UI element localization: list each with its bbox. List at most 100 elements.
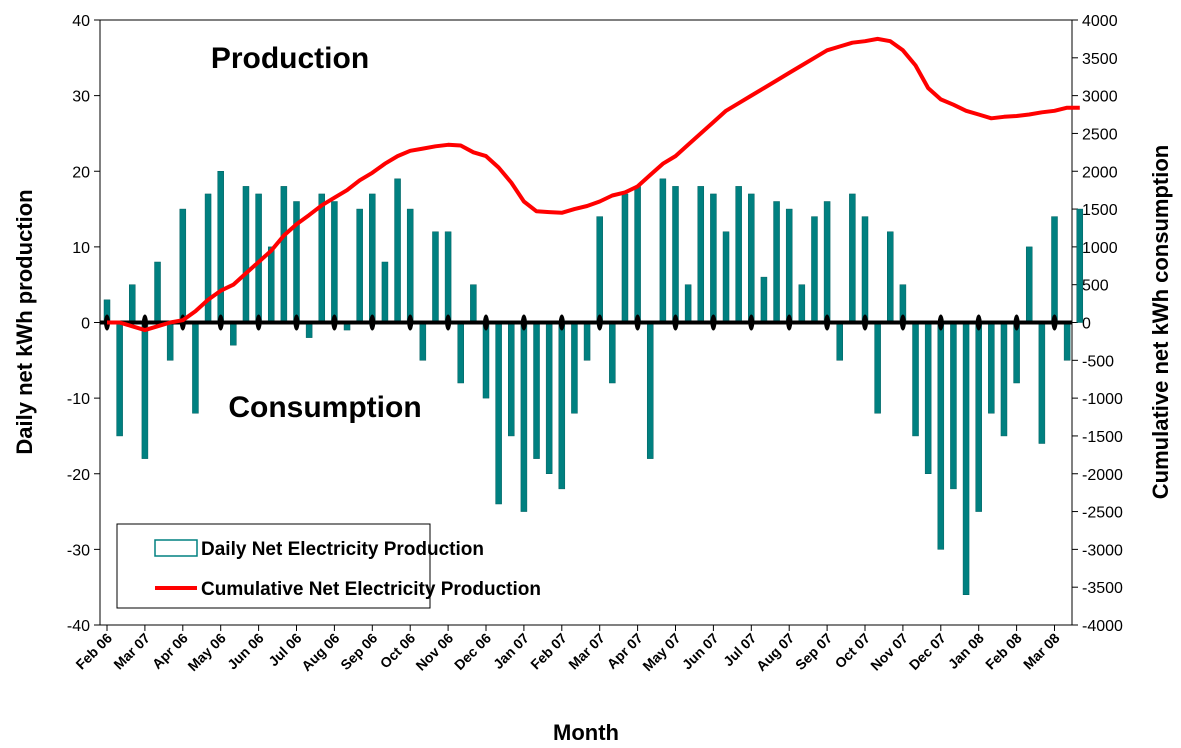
x-tick <box>710 314 717 331</box>
bar <box>849 193 856 323</box>
y2-tick-label: -1500 <box>1082 429 1123 446</box>
x-tick-label: Jan 07 <box>490 630 532 672</box>
bar <box>798 284 806 323</box>
bar <box>760 276 768 323</box>
bar <box>508 322 515 437</box>
x-tick <box>824 314 831 331</box>
bar <box>571 322 578 414</box>
y2-axis-label: Cumulative net kWh consumption <box>1148 145 1173 499</box>
bar <box>621 193 629 323</box>
bar <box>596 216 603 323</box>
legend <box>116 523 431 609</box>
bar <box>369 193 376 323</box>
y-tick-label: 10 <box>72 240 90 257</box>
bar <box>785 208 793 323</box>
y-tick-label: -30 <box>67 542 90 559</box>
x-tick <box>331 314 338 331</box>
y2-tick-label: 2000 <box>1082 164 1118 181</box>
y2-tick-label: 3000 <box>1082 89 1118 106</box>
bar <box>318 193 326 323</box>
bar <box>217 171 224 323</box>
bar <box>659 178 667 323</box>
legend-label: Cumulative Net Electricity Production <box>201 579 541 600</box>
bar <box>874 322 881 414</box>
x-tick-label: Sep 07 <box>792 630 835 673</box>
bar <box>861 216 869 323</box>
bar <box>1076 208 1084 323</box>
bar <box>267 246 275 323</box>
bar <box>166 322 174 361</box>
x-tick-label: Aug 06 <box>298 630 342 674</box>
x-tick-label: Dec 06 <box>451 630 494 673</box>
bar <box>381 261 389 323</box>
bar <box>912 322 919 437</box>
bar <box>1038 322 1046 444</box>
bar <box>937 322 945 550</box>
bar <box>394 178 401 323</box>
y2-tick-label: -3500 <box>1082 580 1123 597</box>
x-tick <box>1051 314 1058 331</box>
bar <box>305 322 313 338</box>
x-tick-label: Feb 08 <box>982 630 1025 673</box>
x-tick <box>596 314 603 331</box>
x-tick <box>899 314 906 331</box>
x-tick <box>862 314 868 331</box>
bar <box>836 322 843 361</box>
x-tick <box>786 314 793 331</box>
bar <box>406 208 414 323</box>
bar <box>293 201 300 323</box>
bar <box>520 322 528 512</box>
bar <box>444 231 452 323</box>
bar <box>470 284 477 323</box>
bar <box>1063 322 1071 361</box>
bar <box>975 322 982 512</box>
bar <box>558 322 566 490</box>
x-tick-label: Nov 07 <box>867 630 911 674</box>
x-tick <box>975 314 982 331</box>
bar <box>634 186 641 323</box>
line <box>107 36 1080 333</box>
legend-label: Daily Net Electricity Production <box>201 539 484 560</box>
x-tick-label: Mar 07 <box>110 630 153 673</box>
y2-tick-label: 500 <box>1082 278 1109 295</box>
y-tick-label: 40 <box>72 13 90 30</box>
bar <box>722 231 730 323</box>
bar <box>545 322 553 474</box>
x-tick <box>141 314 148 331</box>
bar <box>179 208 187 323</box>
y2-tick-label: -1000 <box>1082 391 1123 408</box>
x-tick-label: Jun 06 <box>224 630 267 673</box>
bar <box>1000 322 1008 437</box>
bar <box>230 322 237 346</box>
legend-swatch <box>154 539 198 557</box>
bar <box>141 322 149 459</box>
x-tick <box>672 314 679 331</box>
x-tick-label: Jan 08 <box>945 630 987 672</box>
y2-tick-label: 3500 <box>1082 51 1118 68</box>
y2-tick-label: 2500 <box>1082 126 1118 143</box>
x-tick-label: Apr 07 <box>604 630 646 672</box>
x-tick-label: Feb 07 <box>527 630 570 673</box>
x-tick <box>1013 314 1020 331</box>
x-tick-label: Mar 08 <box>1020 630 1063 673</box>
bar <box>1025 246 1033 323</box>
x-tick <box>748 314 755 331</box>
bar <box>684 284 692 323</box>
y-axis-label: Daily net kWh production <box>12 189 37 454</box>
x-tick <box>255 314 262 331</box>
bar <box>950 322 957 490</box>
bar <box>482 322 490 399</box>
x-tick <box>558 314 565 331</box>
y-tick-label: -20 <box>67 467 90 484</box>
x-tick <box>293 314 300 331</box>
annotation: Consumption <box>228 391 421 424</box>
bar <box>457 322 464 384</box>
bar <box>1051 216 1058 323</box>
bar <box>823 201 831 323</box>
x-tick-label: Jun 07 <box>679 630 722 673</box>
y-tick-label: 0 <box>81 316 90 333</box>
x-axis-label: Month <box>553 720 619 745</box>
bar <box>495 322 502 505</box>
bar <box>735 186 742 323</box>
